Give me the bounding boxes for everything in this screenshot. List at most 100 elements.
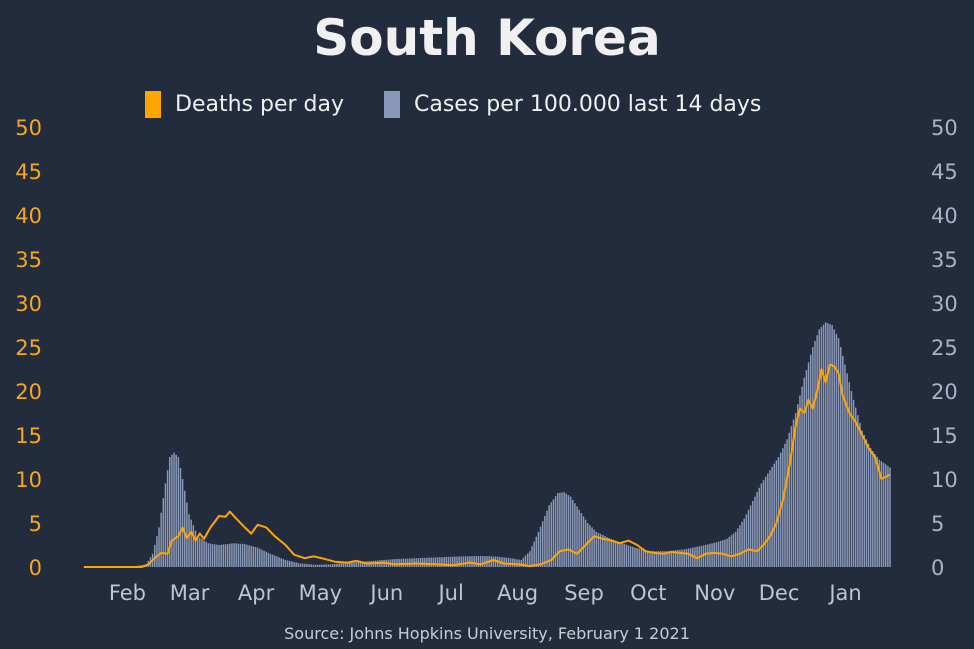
cases-bar	[432, 557, 435, 567]
y-left-tick-label: 25	[15, 336, 42, 360]
cases-bar	[421, 557, 424, 567]
cases-bar	[394, 559, 396, 567]
cases-bar	[614, 540, 617, 567]
cases-bar	[837, 338, 840, 567]
cases-bar	[173, 452, 175, 567]
cases-bar	[571, 499, 574, 567]
cases-bar	[574, 503, 576, 567]
legend: Deaths per day Cases per 100.000 last 14…	[145, 91, 761, 118]
cases-bar	[754, 496, 756, 567]
cases-bar	[578, 509, 580, 567]
cases-bar	[447, 556, 450, 567]
cases-bar	[424, 557, 426, 567]
cases-bar	[158, 527, 160, 567]
cases-bar	[304, 563, 306, 567]
cases-bar	[484, 556, 486, 567]
cases-bar	[241, 543, 244, 567]
x-tick-label: Apr	[238, 581, 275, 605]
y-right-tick-label: 50	[931, 116, 958, 140]
y-right-tick-label: 30	[931, 292, 958, 316]
cases-bar	[854, 407, 857, 567]
x-tick-label: Jun	[368, 581, 403, 605]
x-tick-label: Aug	[497, 581, 538, 605]
cases-bar	[419, 558, 422, 567]
deaths-line	[84, 363, 891, 568]
cases-bar	[434, 557, 437, 567]
cases-bar	[162, 498, 165, 567]
cases-bar	[192, 525, 195, 567]
y-left-tick-label: 30	[15, 292, 42, 316]
cases-bar	[548, 505, 550, 567]
cases-bar	[541, 521, 544, 567]
cases-bar	[715, 542, 718, 567]
cases-bar	[503, 557, 505, 567]
cases-bar	[741, 521, 743, 567]
cases-bar	[271, 554, 274, 567]
cases-bar	[336, 563, 338, 567]
cases-bar	[632, 546, 634, 567]
cases-bar	[627, 545, 630, 567]
cases-bar	[552, 499, 555, 567]
cases-bar	[334, 563, 336, 567]
cases-bar	[428, 557, 430, 567]
cases-bar	[880, 461, 883, 567]
cases-bar	[205, 541, 207, 567]
cases-bar	[872, 451, 874, 567]
cases-bar	[524, 555, 527, 567]
cases-bar	[186, 502, 188, 567]
cases-bar	[724, 539, 726, 567]
cases-bar	[685, 548, 688, 567]
y-axis-right: 0 5 10 15 20 25 30 35 40 45 50	[931, 116, 958, 580]
cases-bar	[850, 391, 853, 567]
cases-bar	[475, 556, 478, 567]
cases-bar	[681, 549, 683, 567]
cases-bar	[218, 545, 220, 567]
cases-bar	[857, 415, 859, 567]
cases-bar	[441, 557, 443, 567]
cases-bar	[295, 562, 297, 567]
cases-bar	[507, 557, 510, 567]
cases-bar	[602, 534, 604, 567]
cases-bar	[704, 544, 707, 567]
cases-bar	[514, 558, 516, 567]
cases-bar	[874, 453, 876, 567]
cases-bar	[831, 325, 833, 567]
y-right-tick-label: 35	[931, 248, 958, 272]
cases-bar	[280, 558, 282, 567]
y-left-tick-label: 45	[15, 160, 42, 184]
cases-bar	[797, 404, 799, 567]
cases-bar	[550, 502, 553, 567]
cases-bar	[188, 514, 190, 567]
cases-bar	[612, 539, 615, 567]
cases-bar	[439, 557, 441, 567]
x-axis: Feb Mar Apr May Jun Jul Aug Sep Oct Nov Dec Jan	[109, 581, 862, 605]
cases-bar	[331, 564, 334, 567]
cases-bar	[492, 556, 495, 567]
cases-bar	[443, 557, 445, 567]
cases-bar	[790, 426, 793, 567]
cases-bar	[359, 561, 362, 567]
cases-bar	[619, 542, 621, 567]
cases-bar	[794, 413, 797, 567]
x-tick-label: Oct	[630, 581, 666, 605]
cases-bar	[807, 362, 810, 567]
cases-bar	[406, 558, 409, 567]
cases-bar	[824, 322, 827, 567]
cases-bar	[728, 537, 730, 567]
cases-bar	[773, 463, 775, 567]
cases-bar	[319, 564, 321, 567]
cases-bar	[209, 543, 212, 567]
cases-bar	[301, 563, 304, 567]
cases-bar	[884, 464, 887, 567]
cases-bar	[398, 558, 400, 567]
y-right-tick-label: 45	[931, 160, 958, 184]
cases-bar	[179, 468, 182, 567]
cases-bar	[458, 556, 460, 567]
cases-bar	[529, 551, 531, 567]
cases-bar	[623, 543, 625, 567]
cases-bar	[737, 528, 739, 567]
cases-bar	[882, 462, 885, 567]
source-note: Source: Johns Hopkins University, Februa…	[284, 624, 690, 643]
cases-bar	[284, 559, 287, 567]
cases-bar	[559, 492, 561, 567]
